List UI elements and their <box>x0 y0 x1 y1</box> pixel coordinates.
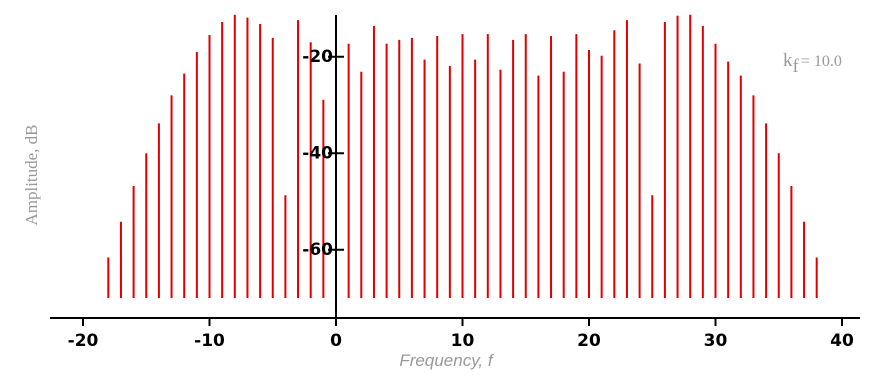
annotation-sub: f <box>793 56 800 77</box>
x-tick-label: -20 <box>68 331 99 351</box>
annotation-base: k <box>783 50 793 71</box>
x-tick-label: 0 <box>330 331 342 351</box>
y-tick-label: -20 <box>302 47 333 67</box>
x-tick-label: 20 <box>577 331 601 351</box>
x-tick-label: 40 <box>830 331 854 351</box>
x-tick-label: -10 <box>194 331 225 351</box>
y-axis-label: Amplitude, dB <box>22 124 41 225</box>
annotation-rest: = 10.0 <box>801 53 842 70</box>
y-tick-label: -60 <box>302 240 333 260</box>
annotation: kf = 10.0 <box>783 50 842 77</box>
y-tick-label: -40 <box>302 143 333 163</box>
x-tick-label: 30 <box>704 331 728 351</box>
x-tick-label: 10 <box>451 331 475 351</box>
x-axis-label: Frequency, f <box>399 351 495 370</box>
